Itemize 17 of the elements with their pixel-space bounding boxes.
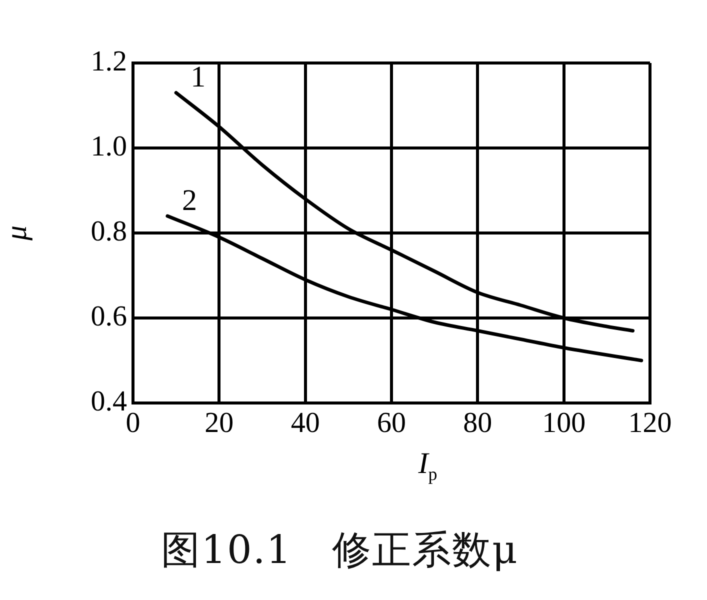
x-tick-label: 20	[204, 407, 234, 440]
series-label: 2	[182, 184, 197, 217]
x-tick-label: 120	[628, 407, 672, 440]
x-tick-label: 40	[290, 407, 320, 440]
series-label: 1	[190, 60, 206, 94]
y-tick-label: 0.6	[90, 300, 127, 333]
x-axis-title: I$_{p}$	[418, 447, 438, 485]
y-axis-title: μ	[0, 225, 33, 242]
y-tick-label: 0.4	[90, 386, 128, 418]
x-tick-label: 80	[463, 407, 492, 440]
x-tick-label: 100	[542, 407, 586, 440]
y-tick-label: 0.8	[90, 216, 127, 248]
y-tick-label: 1.2	[90, 46, 127, 78]
x-tick-label: 0	[126, 407, 140, 440]
x-tick-label: 60	[377, 407, 406, 440]
caption: 图10.1 修正系数μ	[161, 527, 518, 575]
y-tick-label: 1.0	[90, 130, 127, 163]
